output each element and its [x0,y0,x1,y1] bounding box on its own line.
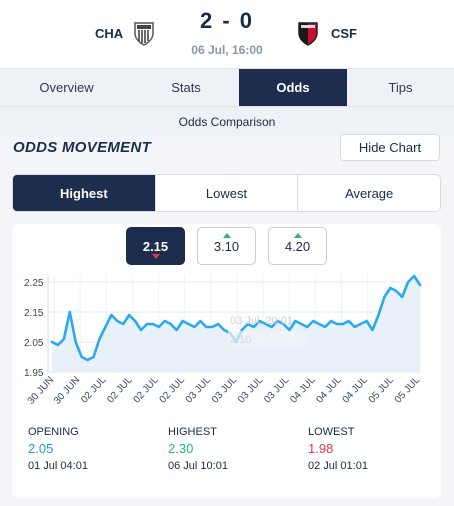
odd-option-home[interactable]: 2.15 [126,227,185,265]
x-tick-label: 05 JUL [393,374,423,405]
match-tabs: Overview Stats Odds Tips [0,68,454,107]
chart-card: 2.15 3.10 4.20 2.25 2.15 2.05 1.95 30 JUN 30 … [12,224,441,498]
odd-option-draw[interactable]: 3.10 [197,227,256,265]
hide-chart-button[interactable]: Hide Chart [340,134,440,161]
x-tick-label: 30 JUN [26,375,56,407]
x-tick-label: 02 JUL [131,374,161,405]
y-tick-label: 2.15 [24,308,44,319]
odds-comparison-link[interactable]: Odds Comparison [0,107,454,137]
tab-stats[interactable]: Stats [171,80,201,95]
x-tick-label: 02 JUL [105,374,135,405]
stat-highest-label: HIGHEST [168,426,217,438]
stat-opening-time: 01 Jul 04:01 [28,460,88,472]
x-tick-label: 02 JUL [158,374,188,405]
odd-option-away[interactable]: 4.20 [268,227,327,265]
stat-highest-time: 06 Jul 10:01 [168,460,228,472]
x-tick-label: 30 JUN [52,375,82,407]
stat-lowest: LOWEST 1.98 02 Jul 01:01 [301,418,431,480]
x-tick-label: 02 JUL [79,374,109,405]
trend-down-icon [151,254,160,259]
stat-lowest-label: LOWEST [308,426,355,438]
stat-opening-value: 2.05 [28,441,54,456]
tab-tips[interactable]: Tips [388,80,413,95]
tooltip-date: 03 Jul, 20:01 [230,315,293,327]
stat-highest-value: 2.30 [168,441,194,456]
x-tick-label: 03 JUL [184,374,214,405]
trend-up-icon [222,233,231,238]
stat-highest: HIGHEST 2.30 06 Jul 10:01 [161,418,291,480]
segment-average[interactable]: Average [297,175,440,211]
series-area [52,276,420,372]
stat-opening-label: OPENING [28,426,79,438]
segment-highest[interactable]: Highest [13,175,155,211]
y-tick-label: 1.95 [24,368,44,379]
away-team-crest-icon [298,22,318,46]
match-header: CHA 2 - 0 06 Jul, 16:00 CSF [0,0,454,68]
tooltip-value: 2.10 [230,334,251,346]
match-kickoff-time: 06 Jul, 16:00 [191,43,263,57]
odds-movement-panel: ODDS MOVEMENT Hide Chart Highest Lowest … [0,134,454,506]
y-tick-label: 2.05 [24,338,44,349]
section-title: ODDS MOVEMENT [13,139,152,156]
away-team-name: CSF [331,25,357,41]
home-team[interactable]: CHA [95,20,156,46]
tab-overview[interactable]: Overview [39,80,94,95]
odd-option-draw-value: 3.10 [213,238,240,254]
stat-opening: OPENING 2.05 01 Jul 04:01 [21,418,151,480]
y-tick-label: 2.25 [24,278,44,289]
match-score: 2 - 0 [199,8,255,33]
away-team[interactable]: CSF [296,20,357,46]
segment-lowest[interactable]: Lowest [154,175,298,211]
odd-option-home-value: 2.15 [142,238,169,254]
stat-lowest-value: 1.98 [308,441,334,456]
x-tick-label: 04 JUL [288,374,318,405]
odd-option-away-value: 4.20 [284,238,311,254]
x-tick-label: 04 JUL [314,374,344,405]
x-tick-label: 03 JUL [262,374,292,405]
home-team-name: CHA [95,25,124,41]
tooltip-box [228,331,308,346]
home-team-crest-icon [134,22,154,46]
x-tick-label: 03 JUL [210,374,240,405]
x-tick-label: 05 JUL [367,374,397,405]
x-tick-label: 04 JUL [341,374,371,405]
trend-up-icon [293,233,302,238]
x-tick-label: 03 JUL [236,374,266,405]
stat-lowest-time: 02 Jul 01:01 [308,460,368,472]
odds-type-selector: Highest Lowest Average [12,174,441,212]
tab-odds[interactable]: Odds [239,69,347,106]
